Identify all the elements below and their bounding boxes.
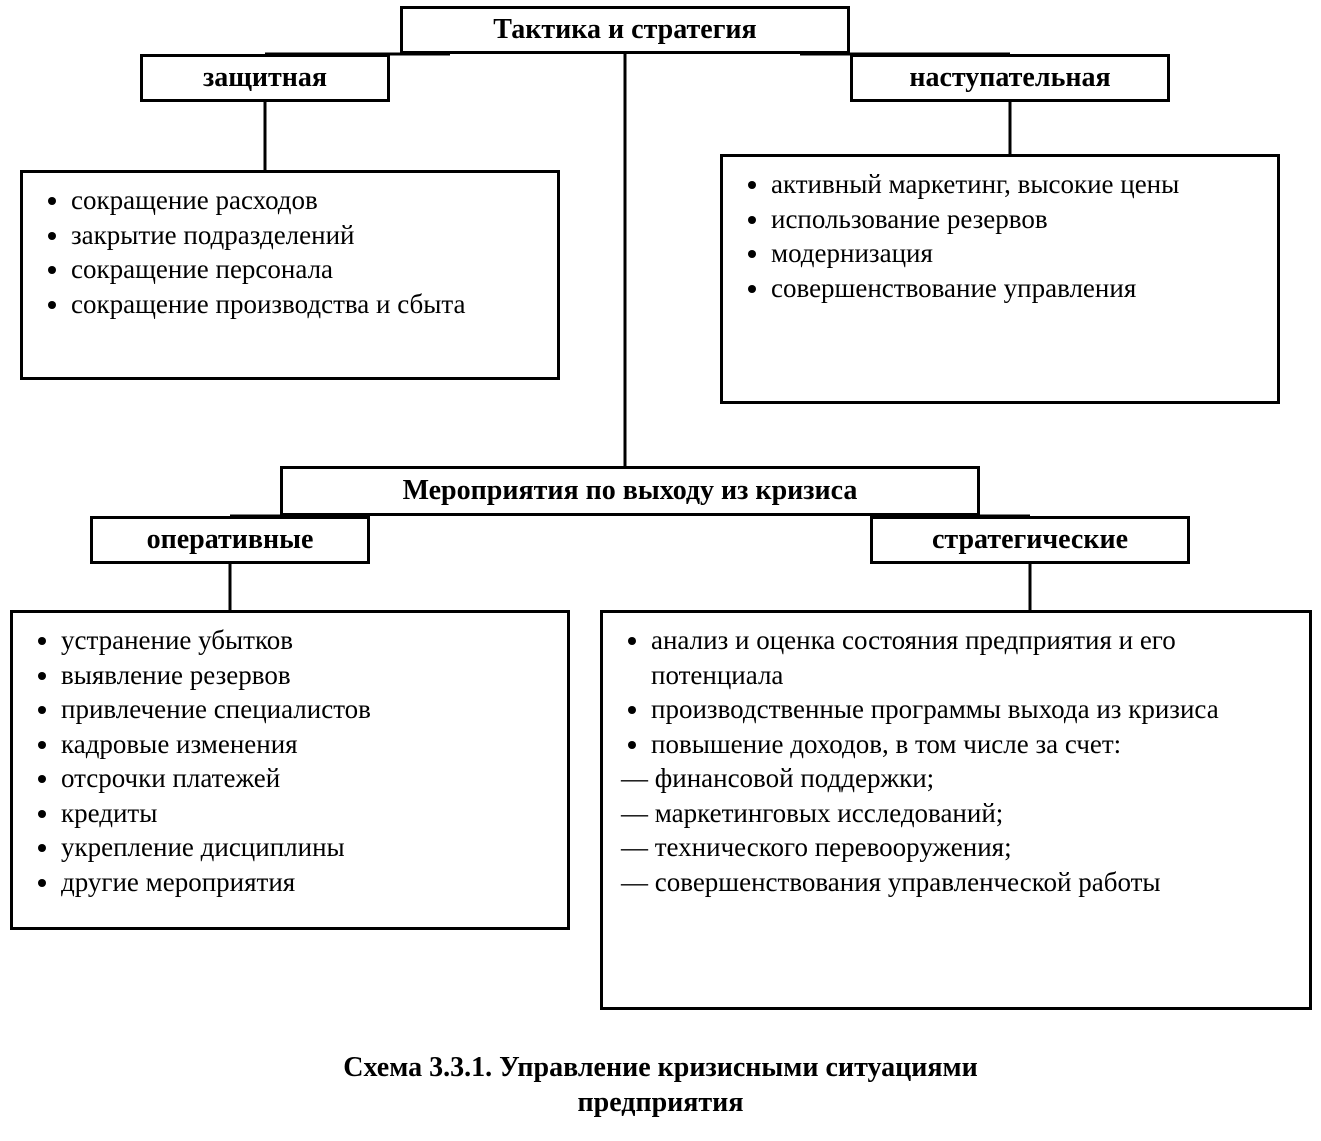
list-item: кадровые изменения (61, 727, 549, 762)
box-tactics-strategy: Тактика и стратегия (400, 6, 850, 54)
caption-line1: Схема 3.3.1. Управление кризисными ситуа… (0, 1050, 1321, 1085)
bullet-list: активный маркетинг, высокие ценыиспользо… (723, 167, 1259, 305)
box-crisis-measures: Мероприятия по выходу из кризиса (280, 466, 980, 516)
label: стратегические (932, 522, 1128, 558)
list-item: закрытие подразделений (71, 218, 539, 253)
list-item: модернизация (771, 236, 1259, 271)
dash-list: — финансовой поддержки;— маркетинговых и… (603, 761, 1291, 899)
list-item: сокращение расходов (71, 183, 539, 218)
box-strategic-header: стратегические (870, 516, 1190, 564)
list-item: сокращение производства и сбыта (71, 287, 539, 322)
list-item: отсрочки платежей (61, 761, 549, 796)
bullet-list: сокращение расходовзакрытие подразделени… (23, 183, 539, 321)
box-offensive-list: активный маркетинг, высокие ценыиспользо… (720, 154, 1280, 404)
figure-caption: Схема 3.3.1. Управление кризисными ситуа… (0, 1050, 1321, 1120)
box-operative-header: оперативные (90, 516, 370, 564)
diagram-stage: Тактика и стратегия защитная наступатель… (0, 0, 1321, 1141)
dash-item: — маркетинговых исследований; (621, 796, 1291, 831)
list-item: совершенствование управления (771, 271, 1259, 306)
list-item: другие мероприятия (61, 865, 549, 900)
box-strategic-list: анализ и оценка состояния предприятия и … (600, 610, 1312, 1010)
box-defensive-list: сокращение расходовзакрытие подразделени… (20, 170, 560, 380)
dash-item: — совершенствования управленческой работ… (621, 865, 1291, 900)
label: Мероприятия по выходу из кризиса (403, 473, 858, 509)
list-item: укрепление дисциплины (61, 830, 549, 865)
label: защитная (203, 60, 327, 96)
bullet-list: устранение убытковвыявление резервовприв… (13, 623, 549, 899)
list-item: выявление резервов (61, 658, 549, 693)
dash-item: — технического перевооружения; (621, 830, 1291, 865)
box-operative-list: устранение убытковвыявление резервовприв… (10, 610, 570, 930)
box-offensive-header: наступательная (850, 54, 1170, 102)
list-item: кредиты (61, 796, 549, 831)
list-item: активный маркетинг, высокие цены (771, 167, 1259, 202)
label: Тактика и стратегия (493, 12, 756, 48)
dash-item: — финансовой поддержки; (621, 761, 1291, 796)
list-item: производственные программы выхода из кри… (651, 692, 1291, 727)
list-item: анализ и оценка состояния предприятия и … (651, 623, 1291, 692)
list-item: сокращение персонала (71, 252, 539, 287)
label: наступательная (909, 60, 1110, 96)
caption-line2: предприятия (0, 1085, 1321, 1120)
list-item: использование резервов (771, 202, 1259, 237)
list-item: устранение убытков (61, 623, 549, 658)
box-defensive-header: защитная (140, 54, 390, 102)
list-item: повышение доходов, в том числе за счет: (651, 727, 1291, 762)
bullet-list: анализ и оценка состояния предприятия и … (603, 623, 1291, 761)
list-item: привлечение специалистов (61, 692, 549, 727)
label: оперативные (147, 522, 314, 558)
